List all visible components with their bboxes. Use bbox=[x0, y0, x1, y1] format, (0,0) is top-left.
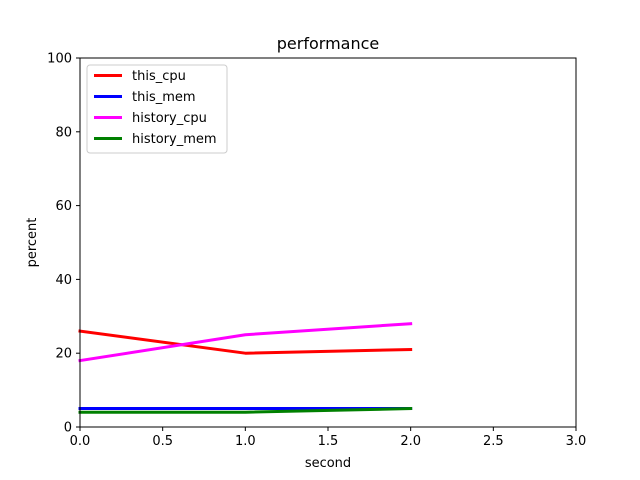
series-line-this-cpu bbox=[78, 329, 413, 355]
y-tick-label: 100 bbox=[47, 52, 72, 67]
legend-label-history-cpu: history_cpu bbox=[132, 111, 207, 126]
y-tick-label: 80 bbox=[55, 125, 72, 140]
chart-title: performance bbox=[277, 34, 379, 53]
legend-label-this-cpu: this_cpu bbox=[132, 69, 186, 84]
legend-label-history-mem: history_mem bbox=[132, 132, 217, 147]
y-axis-label: percent bbox=[25, 218, 40, 268]
legend: this_cpu this_mem history_cpu history_mem bbox=[86, 64, 228, 154]
series-line-history-mem bbox=[78, 407, 413, 414]
legend-box bbox=[86, 64, 228, 154]
x-tick-label: 1.5 bbox=[318, 434, 339, 449]
x-axis-label: second bbox=[305, 456, 351, 471]
y-tick-label: 20 bbox=[55, 347, 72, 362]
x-tick-label: 2.5 bbox=[483, 434, 504, 449]
y-tick-label: 60 bbox=[55, 199, 72, 214]
series-layer bbox=[78, 322, 413, 414]
legend-label-this-mem: this_mem bbox=[132, 90, 196, 105]
y-tick-label: 0 bbox=[64, 421, 72, 436]
x-tick-label: 1.0 bbox=[235, 434, 256, 449]
plot-frame bbox=[79, 57, 577, 428]
x-tick-label: 0.0 bbox=[70, 434, 91, 449]
x-tick-label: 0.5 bbox=[152, 434, 173, 449]
x-tick-label: 2.0 bbox=[400, 434, 421, 449]
x-tick-label: 3.0 bbox=[566, 434, 587, 449]
legend-entries: this_cpu this_mem history_cpu history_mem bbox=[94, 69, 217, 147]
ticks-layer: 0.0 0.5 1.0 1.5 2.0 2.5 3.0 0 20 40 60 80 100 bbox=[47, 52, 586, 450]
y-tick-label: 40 bbox=[55, 273, 72, 288]
series-line-history-cpu bbox=[78, 322, 413, 363]
